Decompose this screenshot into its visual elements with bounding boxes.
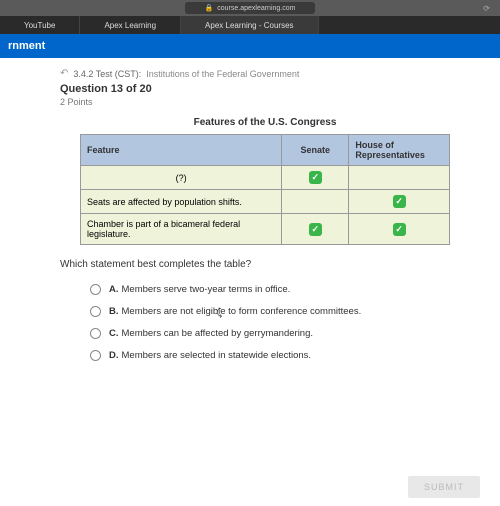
option-text: B.Members are not eligible to form confe… bbox=[109, 306, 367, 317]
feature-cell: (?) bbox=[81, 166, 282, 190]
table-title: Features of the U.S. Congress bbox=[60, 117, 470, 128]
cursor-icon: ⤹ bbox=[216, 308, 222, 319]
lock-icon: 🔒 bbox=[205, 4, 214, 12]
question-title: Question 13 of 20 bbox=[60, 83, 470, 95]
browser-url-bar: 🔒 course.apexlearning.com ⟳ bbox=[0, 0, 500, 16]
main-content: ↶ 3.4.2 Test (CST): Institutions of the … bbox=[0, 58, 500, 506]
question-points: 2 Points bbox=[60, 97, 470, 107]
house-cell: ✓ bbox=[349, 190, 450, 214]
col-house: House of Representatives bbox=[349, 135, 450, 166]
submit-button[interactable]: SUBMIT bbox=[408, 476, 480, 498]
tab-apex[interactable]: Apex Learning bbox=[80, 16, 181, 34]
option-d[interactable]: D.Members are selected in statewide elec… bbox=[90, 350, 470, 361]
breadcrumb: ↶ 3.4.2 Test (CST): Institutions of the … bbox=[60, 68, 470, 79]
check-icon: ✓ bbox=[393, 195, 406, 208]
url-text: course.apexlearning.com bbox=[217, 5, 295, 12]
radio-icon[interactable] bbox=[90, 284, 101, 295]
radio-icon[interactable] bbox=[90, 328, 101, 339]
senate-cell: ✓ bbox=[282, 166, 349, 190]
option-b[interactable]: B.Members are not eligible to form confe… bbox=[90, 306, 470, 317]
radio-icon[interactable] bbox=[90, 350, 101, 361]
option-text: C.Members can be affected by gerrymander… bbox=[109, 328, 313, 339]
check-icon: ✓ bbox=[309, 223, 322, 236]
back-icon[interactable]: ↶ bbox=[60, 68, 68, 79]
senate-cell: ✓ bbox=[282, 214, 349, 245]
header-title: rnment bbox=[8, 40, 45, 52]
option-text: A.Members serve two-year terms in office… bbox=[109, 284, 290, 295]
feature-cell: Seats are affected by population shifts. bbox=[81, 190, 282, 214]
table-row: Chamber is part of a bicameral federal l… bbox=[81, 214, 450, 245]
tab-youtube[interactable]: YouTube bbox=[0, 16, 80, 34]
radio-icon[interactable] bbox=[90, 306, 101, 317]
table-row: (?) ✓ bbox=[81, 166, 450, 190]
tab-apex-courses[interactable]: Apex Learning - Courses bbox=[181, 16, 319, 34]
option-c[interactable]: C.Members can be affected by gerrymander… bbox=[90, 328, 470, 339]
option-a[interactable]: A.Members serve two-year terms in office… bbox=[90, 284, 470, 295]
refresh-icon[interactable]: ⟳ bbox=[483, 4, 490, 13]
features-table: Feature Senate House of Representatives … bbox=[80, 134, 450, 245]
house-cell bbox=[349, 166, 450, 190]
table-header-row: Feature Senate House of Representatives bbox=[81, 135, 450, 166]
senate-cell bbox=[282, 190, 349, 214]
house-cell: ✓ bbox=[349, 214, 450, 245]
check-icon: ✓ bbox=[309, 171, 322, 184]
breadcrumb-subject: Institutions of the Federal Government bbox=[146, 69, 299, 79]
check-icon: ✓ bbox=[393, 223, 406, 236]
feature-cell: Chamber is part of a bicameral federal l… bbox=[81, 214, 282, 245]
question-prompt: Which statement best completes the table… bbox=[60, 259, 470, 270]
breadcrumb-text: 3.4.2 Test (CST): bbox=[73, 69, 141, 79]
page-header: rnment bbox=[0, 34, 500, 58]
browser-tabs: YouTube Apex Learning Apex Learning - Co… bbox=[0, 16, 500, 34]
url-box[interactable]: 🔒 course.apexlearning.com bbox=[185, 2, 316, 14]
col-senate: Senate bbox=[282, 135, 349, 166]
option-text: D.Members are selected in statewide elec… bbox=[109, 350, 311, 361]
col-feature: Feature bbox=[81, 135, 282, 166]
answer-options: A.Members serve two-year terms in office… bbox=[90, 284, 470, 361]
table-row: Seats are affected by population shifts.… bbox=[81, 190, 450, 214]
